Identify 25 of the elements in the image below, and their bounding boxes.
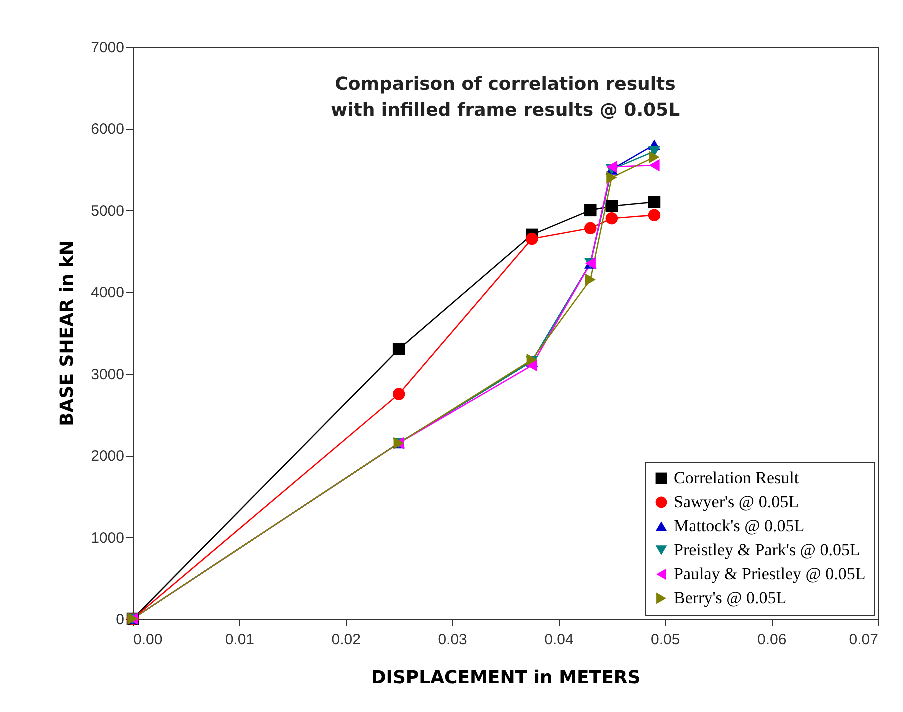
x-tick-label: 0.03 bbox=[438, 632, 468, 648]
y-tick-label: 3000 bbox=[91, 366, 124, 384]
y-tick-label: 1000 bbox=[91, 530, 124, 547]
x-tick-label: 0.01 bbox=[225, 632, 255, 648]
x-tick-label: 0.06 bbox=[757, 632, 787, 648]
x-tick-label: 0.05 bbox=[651, 632, 680, 648]
x-tick-label: 0.04 bbox=[544, 632, 574, 648]
y-tick-label: 0 bbox=[116, 612, 124, 628]
legend-label: Correlation Result bbox=[674, 468, 800, 488]
y-tick-label: 4000 bbox=[91, 284, 124, 302]
text: Comparison of correlation results with infilled frame results @ 0.05L bbox=[330, 74, 680, 121]
x-tick-label: 0.07 bbox=[849, 632, 878, 648]
legend-label: Paulay & Priestley @ 0.05L bbox=[674, 564, 866, 584]
y-tick-label: 6000 bbox=[91, 121, 124, 138]
legend-label: Sawyer's @ 0.05L bbox=[674, 492, 799, 512]
y-tick-label: 7000 bbox=[91, 40, 124, 56]
x-tick-label: 0.00 bbox=[134, 632, 163, 648]
y-tick-label: 5000 bbox=[91, 202, 124, 220]
y-axis-title: BASE SHEAR in kN bbox=[57, 240, 78, 426]
legend-label: Preistley & Park's @ 0.05L bbox=[674, 540, 860, 560]
legend-label: Berry's @ 0.05L bbox=[674, 588, 787, 608]
x-tick-label: 0.02 bbox=[332, 632, 361, 648]
x-axis-title: DISPLACEMENT in METERS bbox=[371, 668, 641, 688]
y-tick-label: 2000 bbox=[91, 448, 124, 466]
legend-label: Mattock's @ 0.05L bbox=[674, 516, 805, 536]
